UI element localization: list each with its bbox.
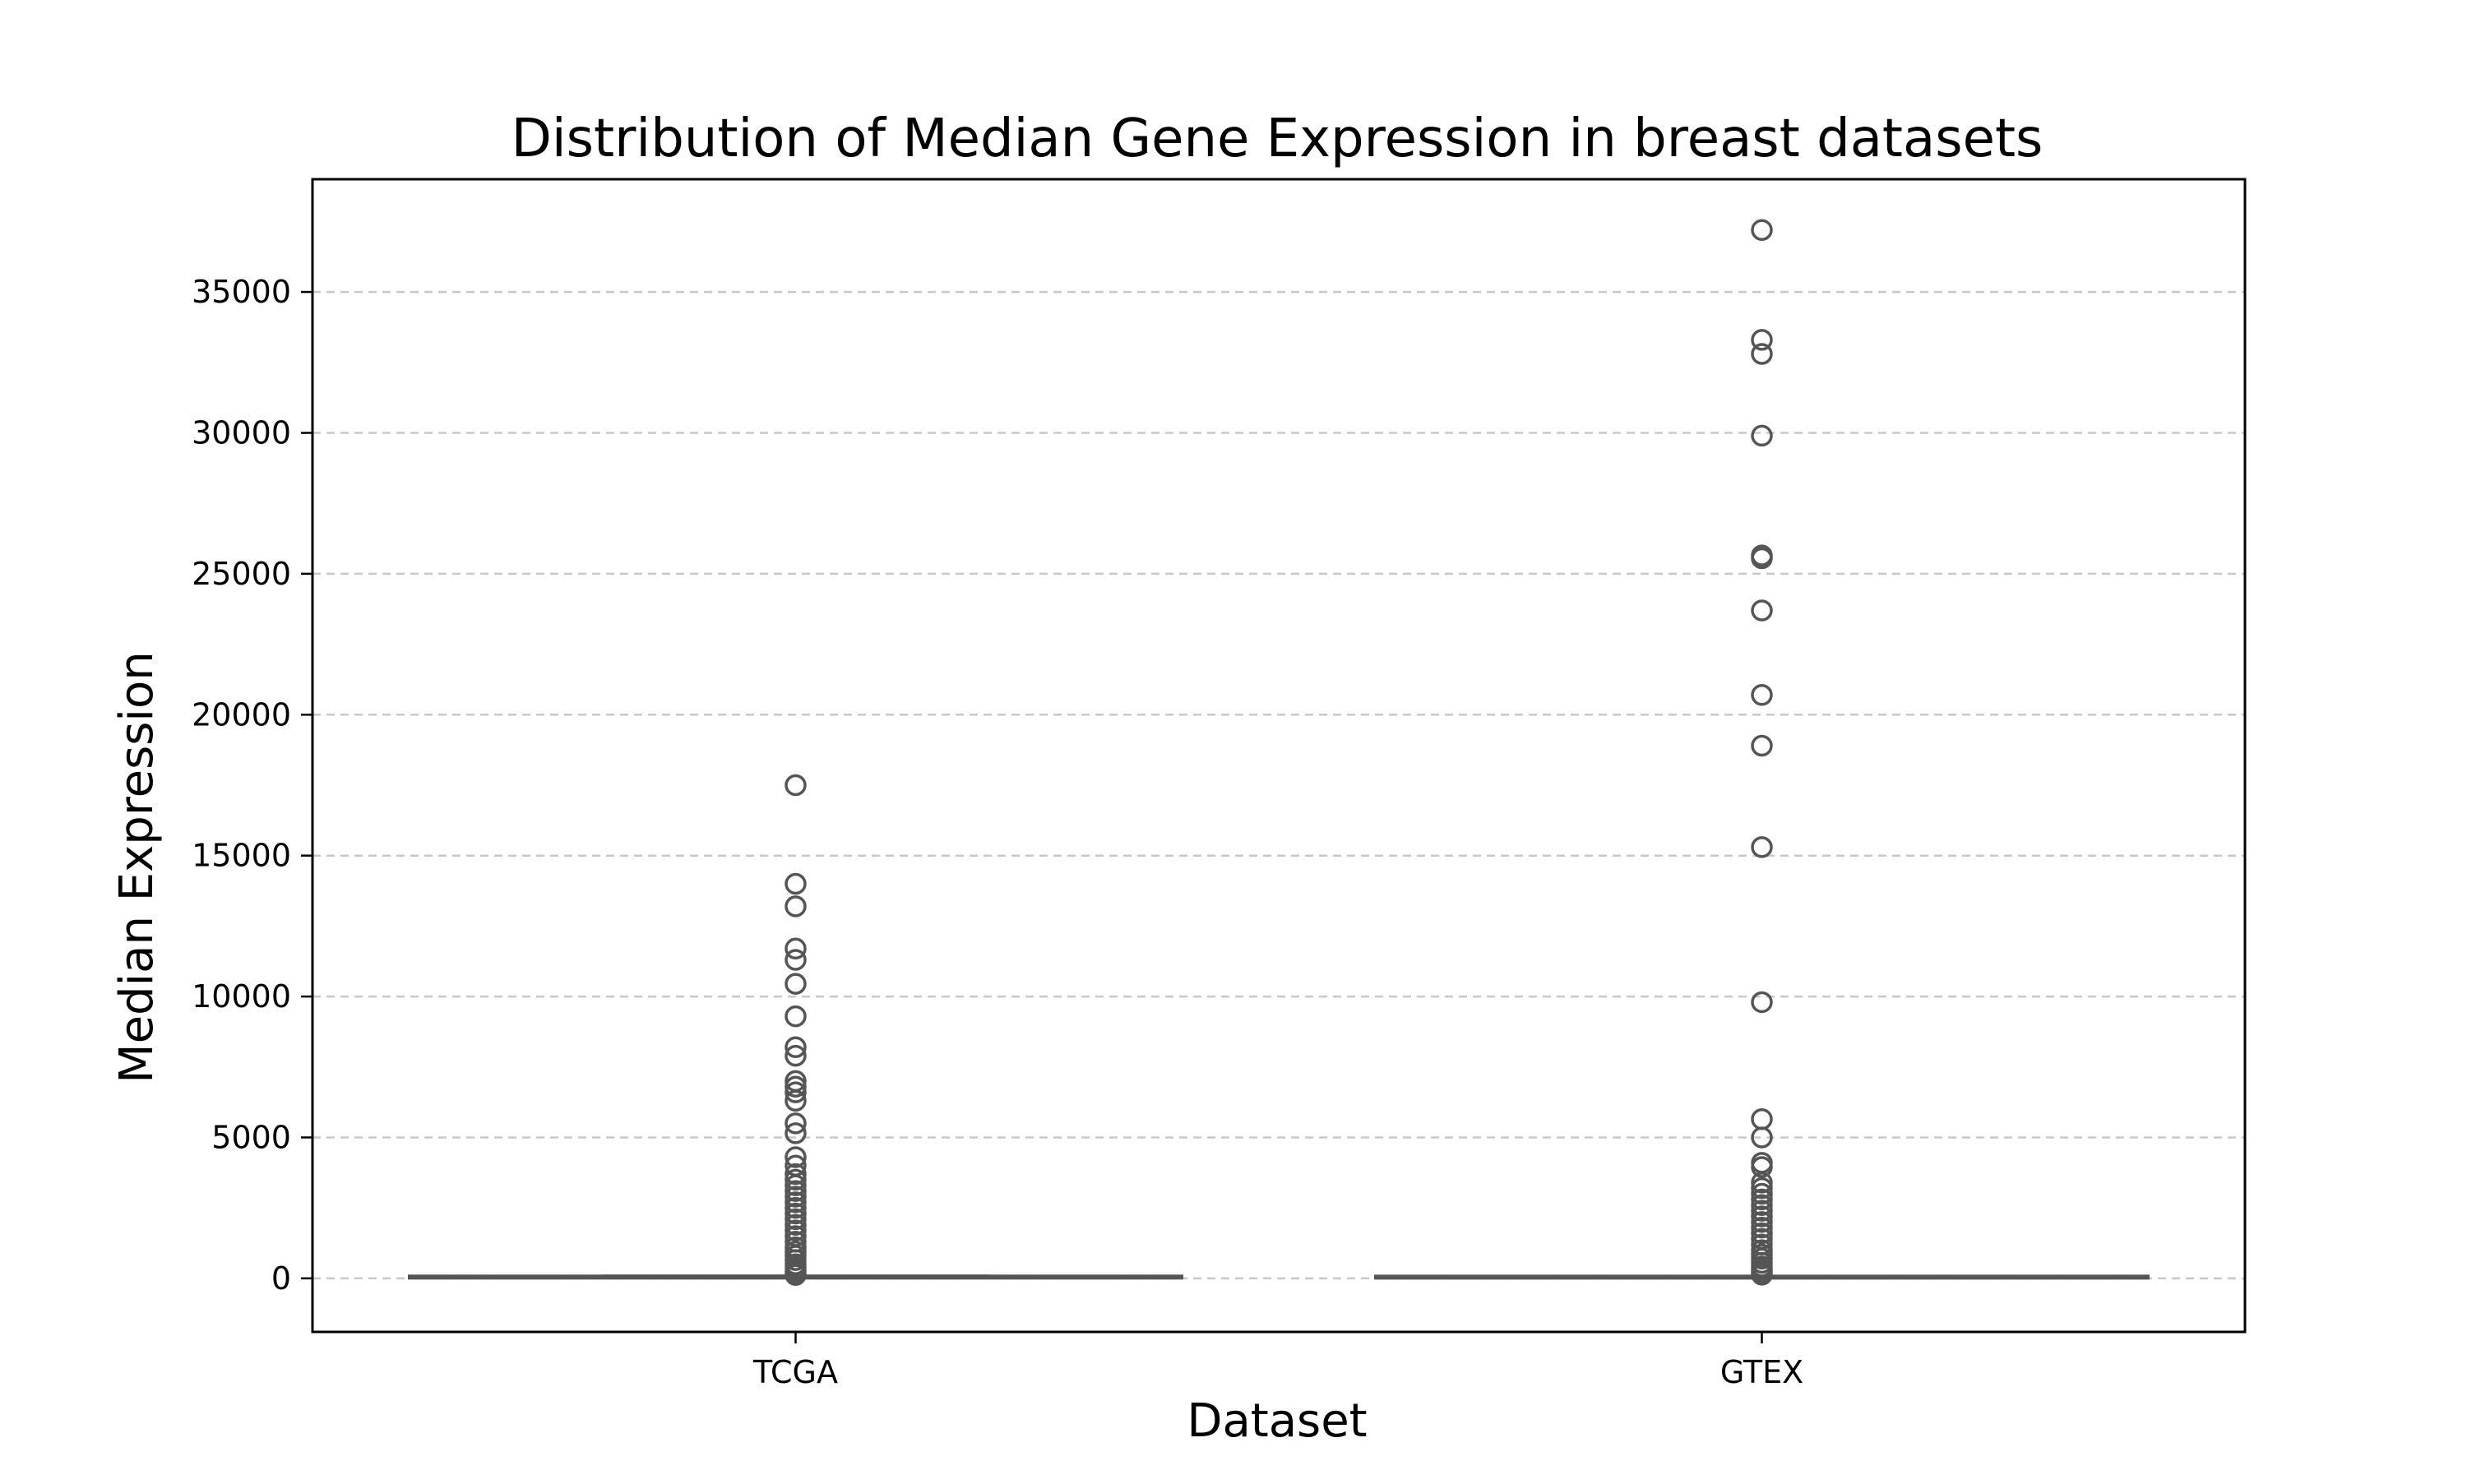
y-tick-label: 35000 [192, 274, 291, 310]
outlier-point [1751, 836, 1773, 858]
outlier-point [785, 1112, 807, 1135]
y-tick-label: 5000 [211, 1119, 291, 1155]
outlier-point [1751, 1156, 1773, 1178]
y-axis-ticks: 0 5000 10000 15000 20000 25000 30000 35000 [192, 274, 312, 1297]
box-plot-series [408, 219, 2150, 1287]
outlier-point [785, 774, 807, 797]
outlier-point [1751, 1194, 1773, 1216]
outlier-point [785, 1214, 807, 1236]
y-tick-label: 10000 [192, 978, 291, 1015]
outlier-point [785, 872, 807, 895]
outlier-point [1751, 1126, 1773, 1149]
outlier-point [785, 1264, 807, 1287]
outlier-point [785, 949, 807, 971]
y-tick-label: 25000 [192, 556, 291, 592]
plot-frame [311, 178, 2247, 1334]
outlier-point [785, 937, 807, 960]
outlier-point [1751, 684, 1773, 706]
outlier-point [1751, 991, 1773, 1014]
outlier-point [785, 1208, 807, 1231]
outlier-point [1751, 734, 1773, 757]
outlier-point [785, 1202, 807, 1225]
outlier-point [1751, 329, 1773, 351]
outlier-point [1751, 1177, 1773, 1200]
outlier-point [785, 1081, 807, 1103]
outlier-point [1751, 1182, 1773, 1205]
outlier-point [785, 1168, 807, 1191]
y-tick-label: 30000 [192, 415, 291, 451]
outlier-point [1751, 1200, 1773, 1222]
box-gtex [1374, 219, 2150, 1286]
outlier-point [1751, 1205, 1773, 1227]
y-tick-label: 20000 [192, 696, 291, 733]
outlier-point [785, 1163, 807, 1186]
outlier-point [785, 1219, 807, 1241]
outlier-point [785, 1174, 807, 1197]
outlier-point [785, 1191, 807, 1214]
outlier-point [785, 1005, 807, 1028]
outlier-point [1751, 1264, 1773, 1286]
outlier-point [1751, 1211, 1773, 1233]
x-axis-label: Dataset [1187, 1394, 1367, 1448]
outlier-point [1751, 547, 1773, 570]
y-axis-label: Median Expression [110, 651, 164, 1083]
y-tick-label: 15000 [192, 838, 291, 874]
outlier-point [785, 1089, 807, 1112]
box-tcga [408, 774, 1183, 1287]
outlier-point [785, 1122, 807, 1144]
outlier-point [1751, 1222, 1773, 1245]
outlier-point [785, 1146, 807, 1168]
outlier-point [785, 1044, 807, 1067]
outlier-point [1751, 1216, 1773, 1239]
x-axis-ticks: TCGA GTEX [752, 1332, 1803, 1390]
outlier-point [785, 973, 807, 995]
outlier-point [1751, 1188, 1773, 1211]
outlier-point [785, 1196, 807, 1219]
outlier-point [785, 1075, 807, 1098]
outlier-point [1751, 424, 1773, 447]
outlier-point [785, 1036, 807, 1059]
outlier-point [1751, 219, 1773, 241]
gridlines [312, 290, 2245, 1280]
outlier-point [1751, 1172, 1773, 1194]
x-tick-label-tcga: TCGA [752, 1354, 838, 1390]
outlier-point [785, 1180, 807, 1202]
outlier-point [785, 895, 807, 918]
y-tick-label: 0 [271, 1260, 291, 1297]
outlier-point [1751, 343, 1773, 365]
outlier-point [785, 1186, 807, 1208]
x-tick-label-gtex: GTEX [1720, 1354, 1803, 1390]
outlier-point [1751, 1107, 1773, 1130]
chart-title: Distribution of Median Gene Expression i… [511, 109, 2043, 169]
outlier-point [1751, 599, 1773, 622]
